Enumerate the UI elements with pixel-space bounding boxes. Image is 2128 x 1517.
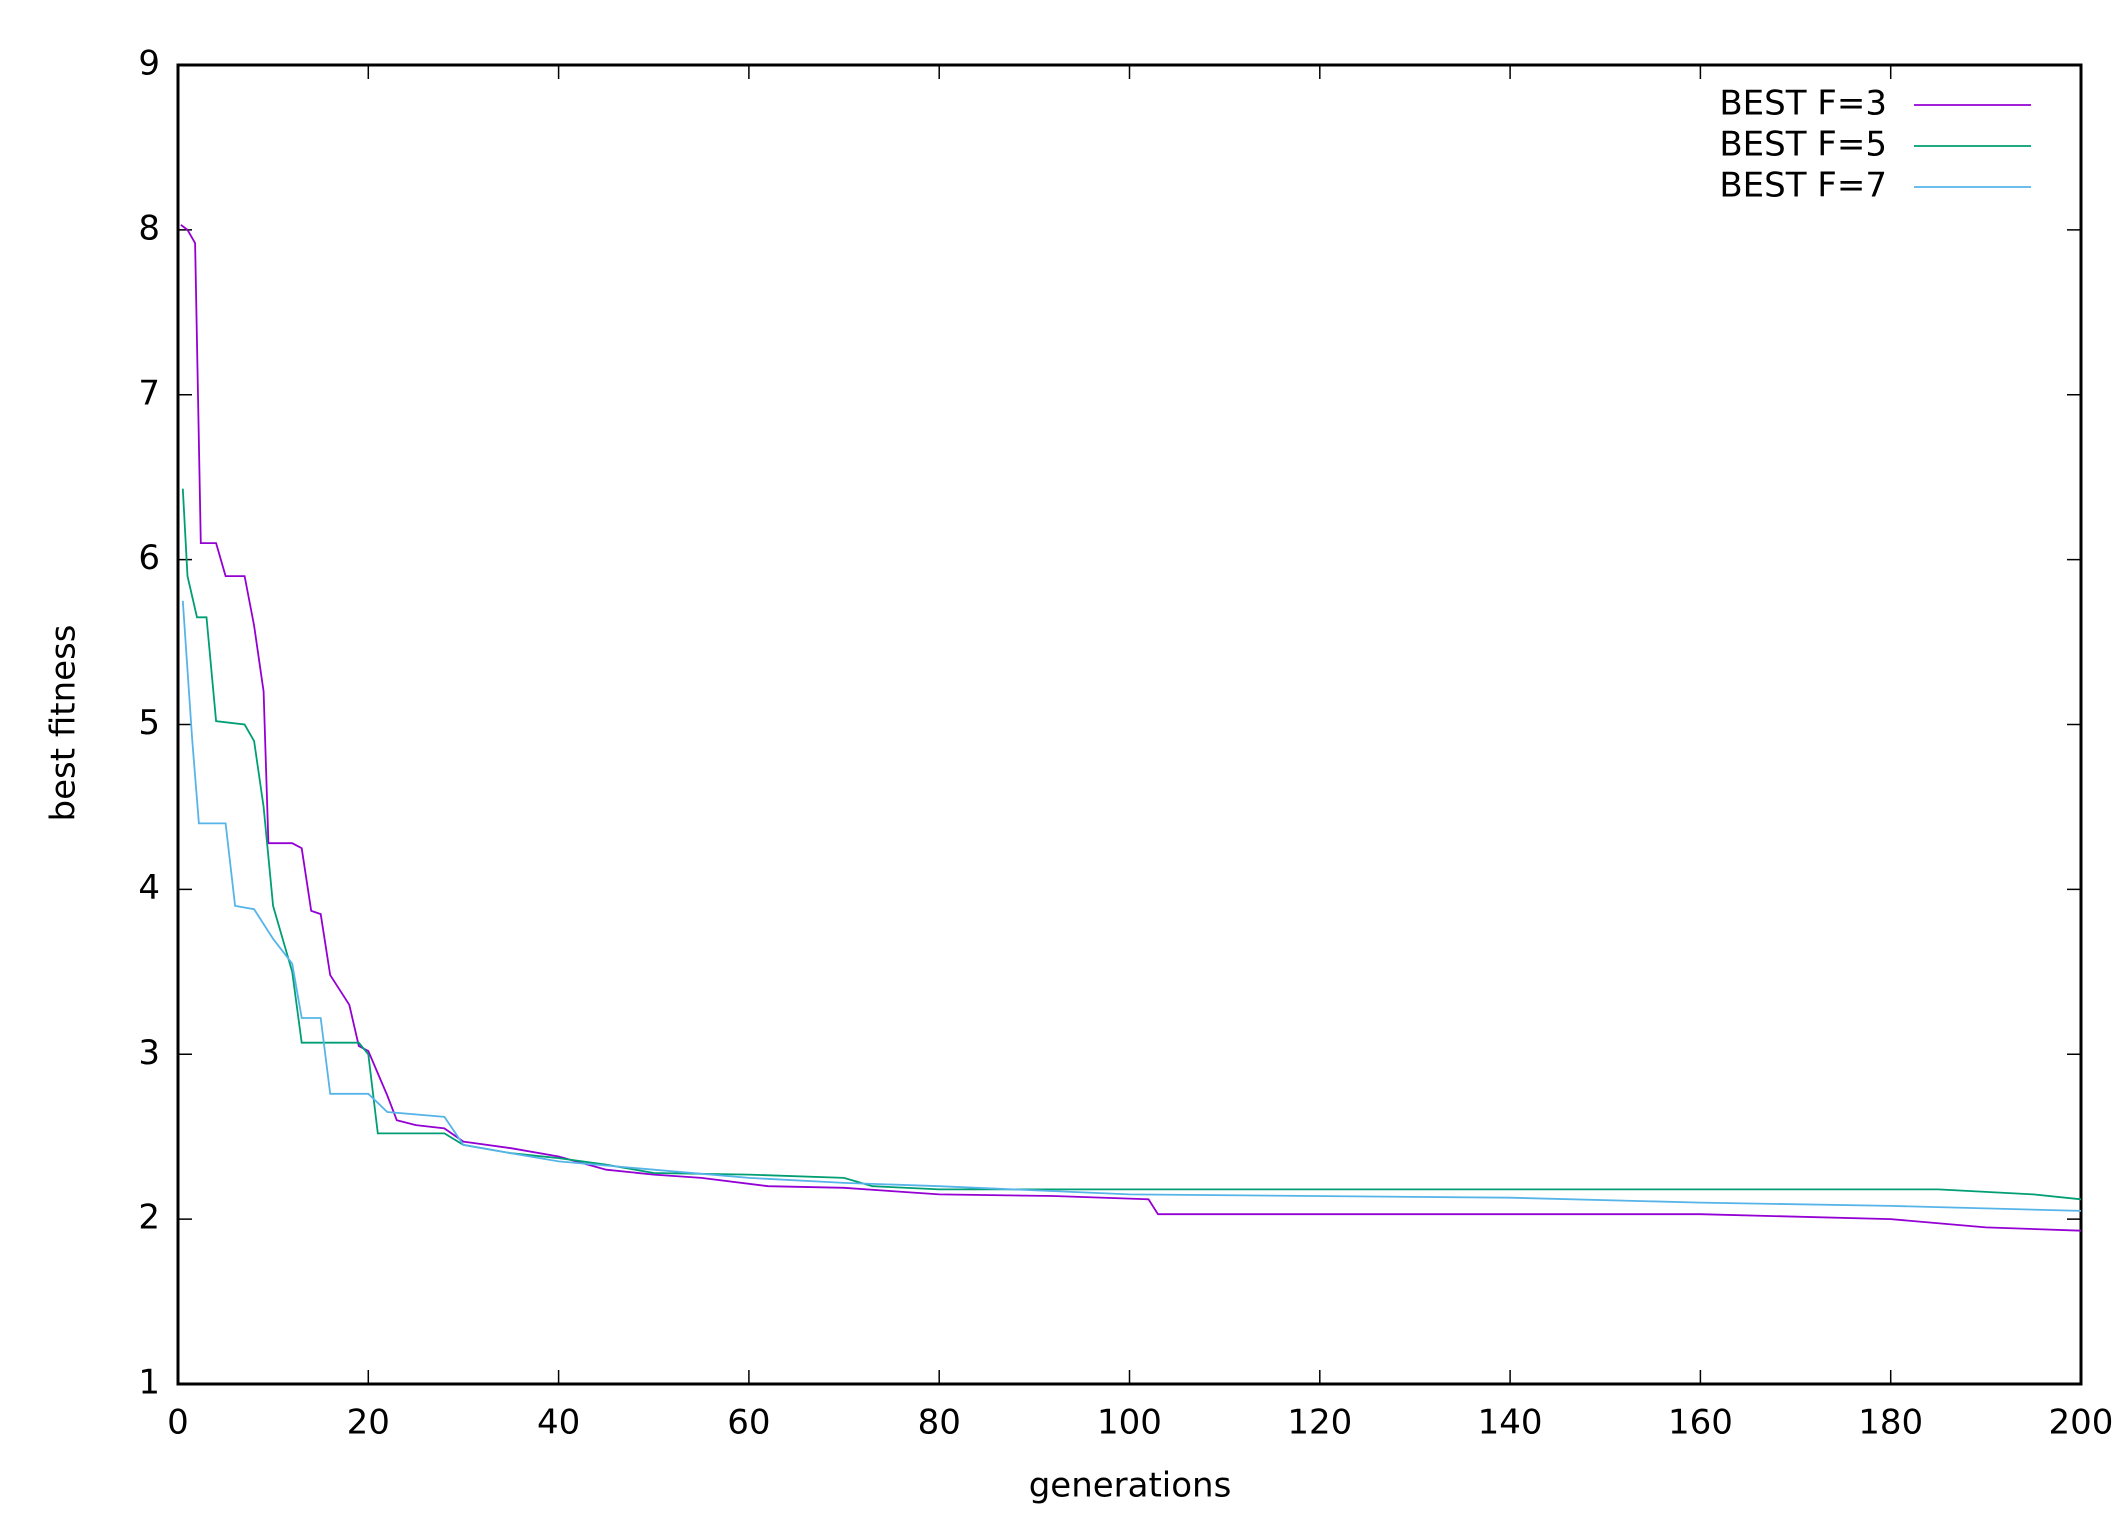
legend-label: BEST F=5 <box>1719 125 1887 165</box>
x-tick-label: 60 <box>727 1403 770 1443</box>
x-tick-label: 140 <box>1478 1403 1543 1443</box>
y-axis-label: best fitness <box>44 625 84 822</box>
y-tick-label: 4 <box>138 868 160 908</box>
y-tick-label: 1 <box>138 1363 160 1403</box>
series-line <box>180 224 2082 1232</box>
series-line <box>181 600 2082 1212</box>
x-tick-label: 160 <box>1668 1403 1733 1443</box>
y-tick-label: 6 <box>138 538 160 578</box>
series-line <box>181 488 2082 1201</box>
x-tick-label: 20 <box>347 1403 390 1443</box>
x-tick-label: 200 <box>2049 1403 2114 1443</box>
y-tick-label: 5 <box>138 703 160 743</box>
x-tick-label: 120 <box>1287 1403 1352 1443</box>
x-axis-label: generations <box>1029 1466 1232 1506</box>
x-tick-label: 80 <box>918 1403 961 1443</box>
y-tick-label: 7 <box>138 373 160 413</box>
y-tick-label: 8 <box>138 208 160 248</box>
x-tick-label: 180 <box>1858 1403 1923 1443</box>
x-tick-label: 0 <box>167 1403 189 1443</box>
y-tick-label: 2 <box>138 1198 160 1238</box>
legend-label: BEST F=3 <box>1719 84 1887 124</box>
plot-frame <box>176 63 2083 1386</box>
x-tick-label: 40 <box>537 1403 580 1443</box>
x-tick-label: 100 <box>1097 1403 1162 1443</box>
y-tick-label: 3 <box>138 1033 160 1073</box>
y-tick-label: 9 <box>138 44 160 84</box>
legend-label: BEST F=7 <box>1719 166 1887 206</box>
